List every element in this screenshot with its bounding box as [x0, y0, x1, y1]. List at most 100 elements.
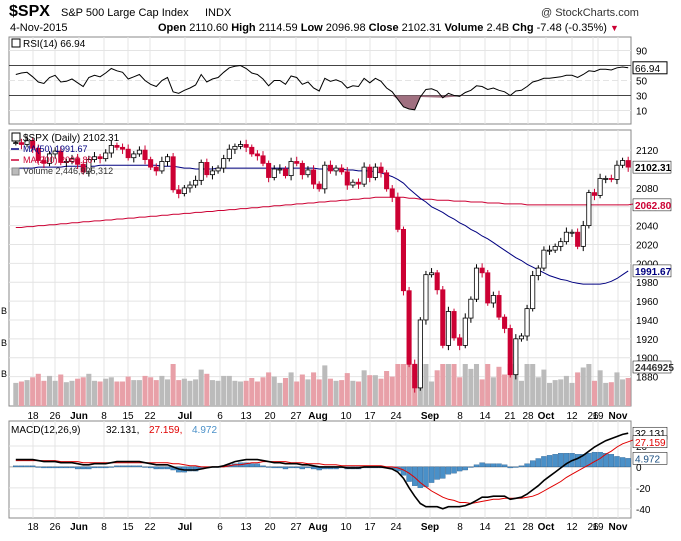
- low-value: 2096.98: [325, 22, 366, 34]
- candle-body: [417, 319, 423, 389]
- macd-tick-label: 0: [636, 463, 642, 474]
- x-axis-label: Sep: [421, 411, 439, 422]
- price-tick-label: 2080: [636, 184, 659, 195]
- candle-body: [597, 178, 603, 196]
- macd-legend-signal: 27.159,: [149, 425, 182, 436]
- macd-hist-tag-label: 4.972: [635, 454, 660, 465]
- candle-body: [69, 158, 75, 162]
- volume-bar: [232, 380, 238, 406]
- price-panel-frame: [8, 129, 632, 407]
- x-axis-label: 13: [240, 522, 252, 533]
- macd-histogram-bar: [97, 466, 103, 469]
- volume-bar: [69, 380, 75, 406]
- x-axis-label: 26: [587, 522, 599, 533]
- volume-bar: [586, 364, 592, 406]
- volume-bar: [316, 379, 322, 406]
- candle-body: [625, 160, 631, 168]
- candle-body: [249, 146, 255, 155]
- copyright-link[interactable]: @ StockCharts.com: [541, 7, 639, 19]
- rsi-tick-label: 50: [636, 77, 648, 88]
- volume-bar: [30, 377, 36, 406]
- rsi-legend-icon: [11, 38, 21, 48]
- volume-bar: [462, 364, 468, 406]
- macd-histogram-bar: [485, 463, 491, 468]
- volume-bar: [254, 381, 260, 406]
- volume-bar: [608, 382, 614, 406]
- volume-bar: [440, 364, 446, 406]
- volume-scale-b-label: B: [1, 369, 7, 379]
- volume-bar: [434, 370, 440, 406]
- macd-histogram-bar: [625, 458, 631, 468]
- macd-histogram-bar: [41, 466, 47, 469]
- x-axis-label: 20: [264, 522, 276, 533]
- x-axis-label: 13: [240, 411, 252, 422]
- candle-body: [238, 144, 244, 147]
- volume-bar: [153, 380, 159, 406]
- volume-bar: [479, 379, 485, 406]
- macd-histogram-bar: [187, 466, 193, 472]
- x-axis-label: 14: [479, 411, 491, 422]
- x-axis-label: Nov: [609, 522, 628, 533]
- candle-body: [322, 164, 328, 190]
- macd-tick-label: -40: [636, 505, 651, 516]
- candle-body: [243, 144, 249, 148]
- candle-body: [125, 148, 131, 159]
- volume-bar: [159, 375, 165, 406]
- x-axis-label: Aug: [308, 522, 327, 533]
- volume-bar: [552, 380, 558, 406]
- macd-histogram-bar: [18, 465, 25, 468]
- price-tick-label: 1920: [636, 335, 659, 346]
- macd-histogram-bar: [86, 466, 92, 470]
- candle-body: [372, 166, 378, 178]
- volume-bar: [603, 382, 609, 406]
- low-label: Low: [300, 22, 323, 34]
- x-axis-label: 19: [592, 411, 604, 422]
- volume-legend: Volume 2,446,925,312: [23, 166, 113, 176]
- ma50-tag-label: 1991.67: [635, 267, 672, 278]
- macd-signal-tag: [632, 435, 668, 449]
- volume-bar: [597, 370, 603, 406]
- candle-body: [159, 161, 165, 172]
- volume-bar: [13, 382, 19, 406]
- macd-histogram-bar: [608, 454, 615, 468]
- x-axis-label: Nov: [609, 411, 628, 422]
- candle-body: [530, 275, 536, 310]
- volume-bar: [457, 377, 463, 406]
- candle-body: [429, 272, 435, 276]
- candle-body: [215, 167, 221, 172]
- candle-body: [30, 140, 36, 149]
- candle-body: [445, 311, 451, 346]
- volume-bar: [445, 364, 451, 406]
- candle-body: [389, 188, 395, 198]
- candle-body: [232, 145, 238, 150]
- volume-bar: [322, 365, 328, 406]
- macd-histogram-bar: [501, 464, 508, 468]
- candle-body: [412, 363, 418, 389]
- candle-body: [13, 142, 19, 145]
- candle-body: [580, 225, 586, 247]
- candle-body: [384, 172, 390, 190]
- candle-body: [535, 267, 541, 277]
- volume-value: 2.4B: [486, 22, 510, 34]
- candle-body: [114, 145, 120, 148]
- x-axis-label: 10: [340, 522, 352, 533]
- macd-histogram-bar: [518, 465, 525, 468]
- price-tick-label: 2020: [636, 240, 659, 251]
- chg-down-arrow-icon: ▼: [610, 23, 619, 33]
- candle-body: [193, 179, 199, 186]
- candle-body: [305, 169, 311, 176]
- candle-body: [541, 249, 547, 269]
- volume-bar: [485, 364, 491, 406]
- macd-histogram-bar: [153, 466, 159, 470]
- candle-body: [479, 267, 485, 274]
- candle-body: [524, 308, 530, 337]
- candle-body: [46, 153, 53, 164]
- volume-bar: [620, 379, 626, 406]
- x-axis-label: 6: [217, 522, 223, 533]
- volume-tag-label: 2446925: [635, 363, 674, 374]
- macd-histogram-bar: [29, 465, 36, 468]
- volume-bar: [575, 372, 581, 406]
- volume-bar: [535, 377, 541, 406]
- macd-histogram-bar: [591, 452, 598, 468]
